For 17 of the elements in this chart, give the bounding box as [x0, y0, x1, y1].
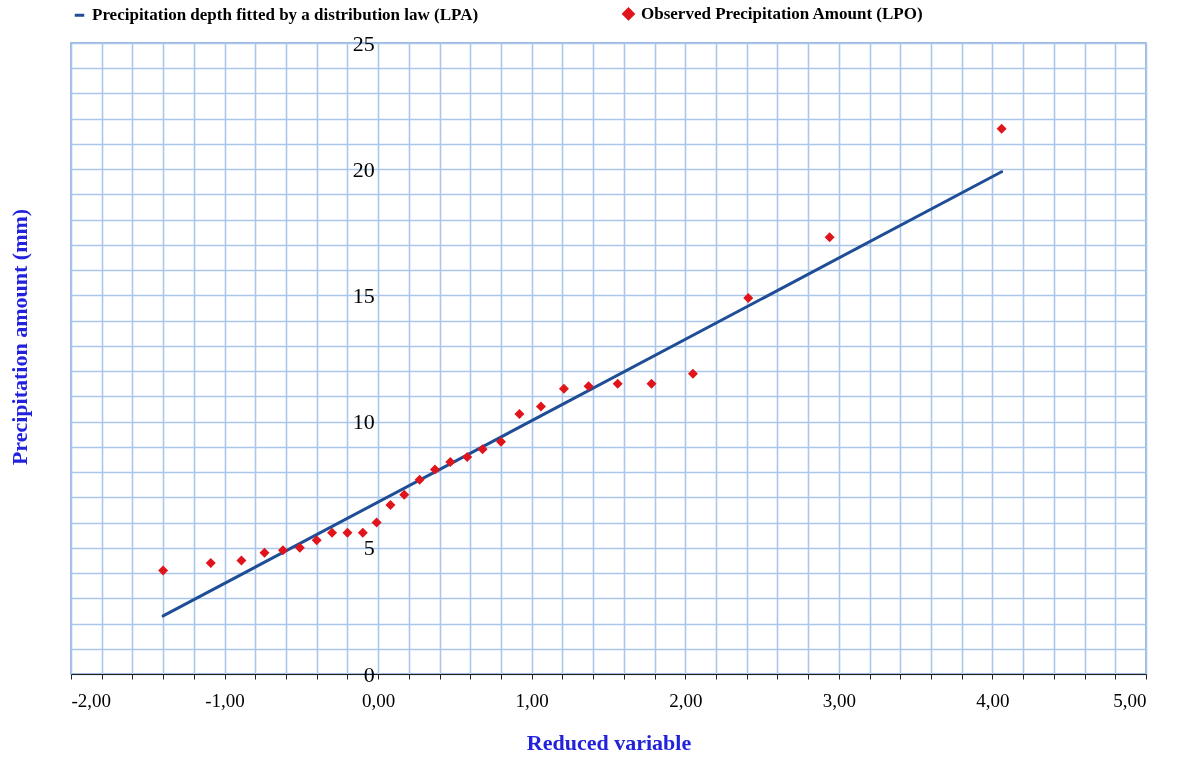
y-tick-label: 10	[352, 409, 375, 435]
x-tick-label: 1,00	[515, 689, 549, 711]
x-tick-label: 0,00	[362, 689, 396, 711]
y-tick-label: 20	[352, 156, 375, 182]
x-tick-label: 4,00	[976, 689, 1010, 711]
x-tick-label: -2,00	[71, 689, 112, 711]
x-tick-label: -1,00	[205, 689, 245, 711]
legend-label: Observed Precipitation Amount (LPO)	[641, 3, 923, 23]
x-tick-label: 3,00	[822, 689, 856, 711]
x-tick-label: 5,00	[1113, 689, 1147, 711]
y-axis-title: Precipitation amount (mm)	[6, 208, 32, 466]
legend-label: Precipitation depth fitted by a distribution law (LPA)	[92, 5, 479, 25]
x-tick-label: 2,00	[669, 689, 703, 711]
x-axis-title: Reduced variable	[526, 729, 692, 755]
y-tick-label: 25	[352, 30, 375, 56]
y-tick-label: 15	[352, 282, 375, 308]
y-tick-label: 5	[363, 535, 375, 561]
